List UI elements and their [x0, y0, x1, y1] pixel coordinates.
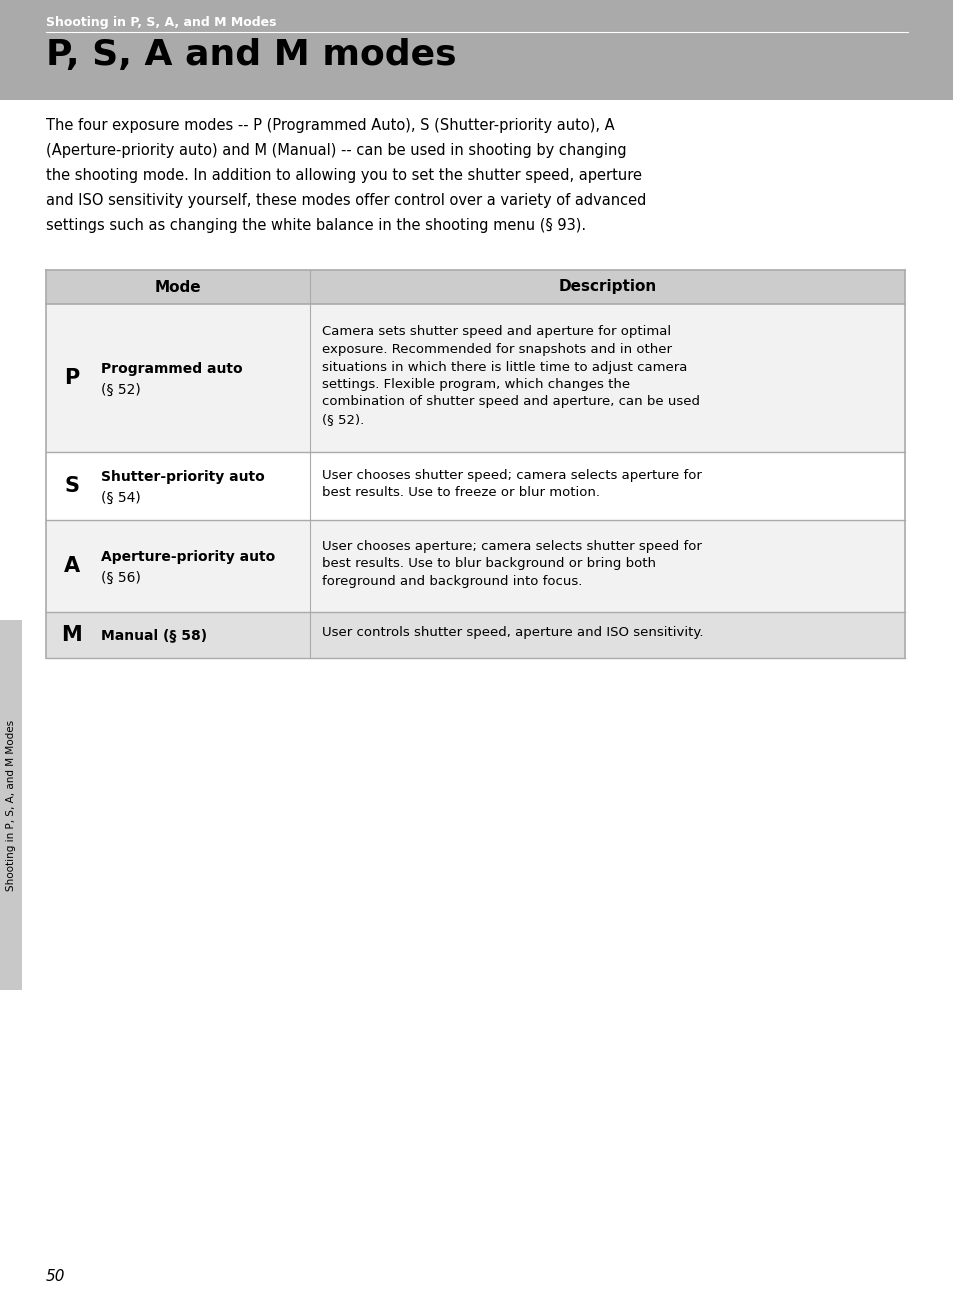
Text: best results. Use to blur background or bring both: best results. Use to blur background or …: [322, 557, 656, 570]
Text: (§ 52).: (§ 52).: [322, 413, 364, 426]
Text: (§ 54): (§ 54): [101, 491, 141, 505]
Text: exposure. Recommended for snapshots and in other: exposure. Recommended for snapshots and …: [322, 343, 671, 356]
Bar: [0, 0, 953, 100]
Bar: [46, 520, 904, 612]
Bar: [46, 452, 904, 520]
Text: User chooses aperture; camera selects shutter speed for: User chooses aperture; camera selects sh…: [322, 540, 701, 553]
Text: P: P: [64, 368, 79, 388]
Text: Programmed auto: Programmed auto: [101, 361, 242, 376]
Text: (§ 52): (§ 52): [101, 382, 141, 397]
Text: combination of shutter speed and aperture, can be used: combination of shutter speed and apertur…: [322, 396, 700, 409]
Text: User chooses shutter speed; camera selects aperture for: User chooses shutter speed; camera selec…: [322, 469, 701, 481]
Text: 50: 50: [46, 1269, 66, 1284]
Bar: [46, 269, 904, 304]
Text: Description: Description: [558, 280, 656, 294]
Bar: [0, 620, 22, 989]
Text: A: A: [64, 556, 80, 576]
Text: the shooting mode. In addition to allowing you to set the shutter speed, apertur: the shooting mode. In addition to allowi…: [46, 168, 641, 183]
Text: Shutter-priority auto: Shutter-priority auto: [101, 470, 265, 484]
Bar: [46, 304, 904, 452]
Text: Shooting in P, S, A, and M Modes: Shooting in P, S, A, and M Modes: [46, 16, 276, 29]
Text: Camera sets shutter speed and aperture for optimal: Camera sets shutter speed and aperture f…: [322, 326, 670, 339]
Text: User controls shutter speed, aperture and ISO sensitivity.: User controls shutter speed, aperture an…: [322, 627, 702, 639]
Text: settings such as changing the white balance in the shooting menu (§ 93).: settings such as changing the white bala…: [46, 218, 585, 233]
Text: Aperture-priority auto: Aperture-priority auto: [101, 551, 275, 564]
Text: Shooting in P, S, A, and M Modes: Shooting in P, S, A, and M Modes: [6, 720, 16, 891]
Text: P, S, A and M modes: P, S, A and M modes: [46, 38, 456, 72]
Text: and ISO sensitivity yourself, these modes offer control over a variety of advanc: and ISO sensitivity yourself, these mode…: [46, 193, 646, 208]
Text: M: M: [62, 625, 82, 645]
Text: (§ 56): (§ 56): [101, 572, 141, 585]
Text: settings. Flexible program, which changes the: settings. Flexible program, which change…: [322, 378, 630, 392]
Text: Mode: Mode: [154, 280, 201, 294]
Text: best results. Use to freeze or blur motion.: best results. Use to freeze or blur moti…: [322, 486, 599, 499]
Bar: [46, 612, 904, 658]
Text: (Aperture-priority auto) and M (Manual) -- can be used in shooting by changing: (Aperture-priority auto) and M (Manual) …: [46, 143, 626, 158]
Text: foreground and background into focus.: foreground and background into focus.: [322, 574, 581, 587]
Text: S: S: [65, 476, 79, 495]
Text: situations in which there is little time to adjust camera: situations in which there is little time…: [322, 360, 687, 373]
Text: Manual (§ 58): Manual (§ 58): [101, 628, 207, 643]
Text: The four exposure modes -- P (Programmed Auto), S (Shutter-priority auto), A: The four exposure modes -- P (Programmed…: [46, 118, 614, 133]
